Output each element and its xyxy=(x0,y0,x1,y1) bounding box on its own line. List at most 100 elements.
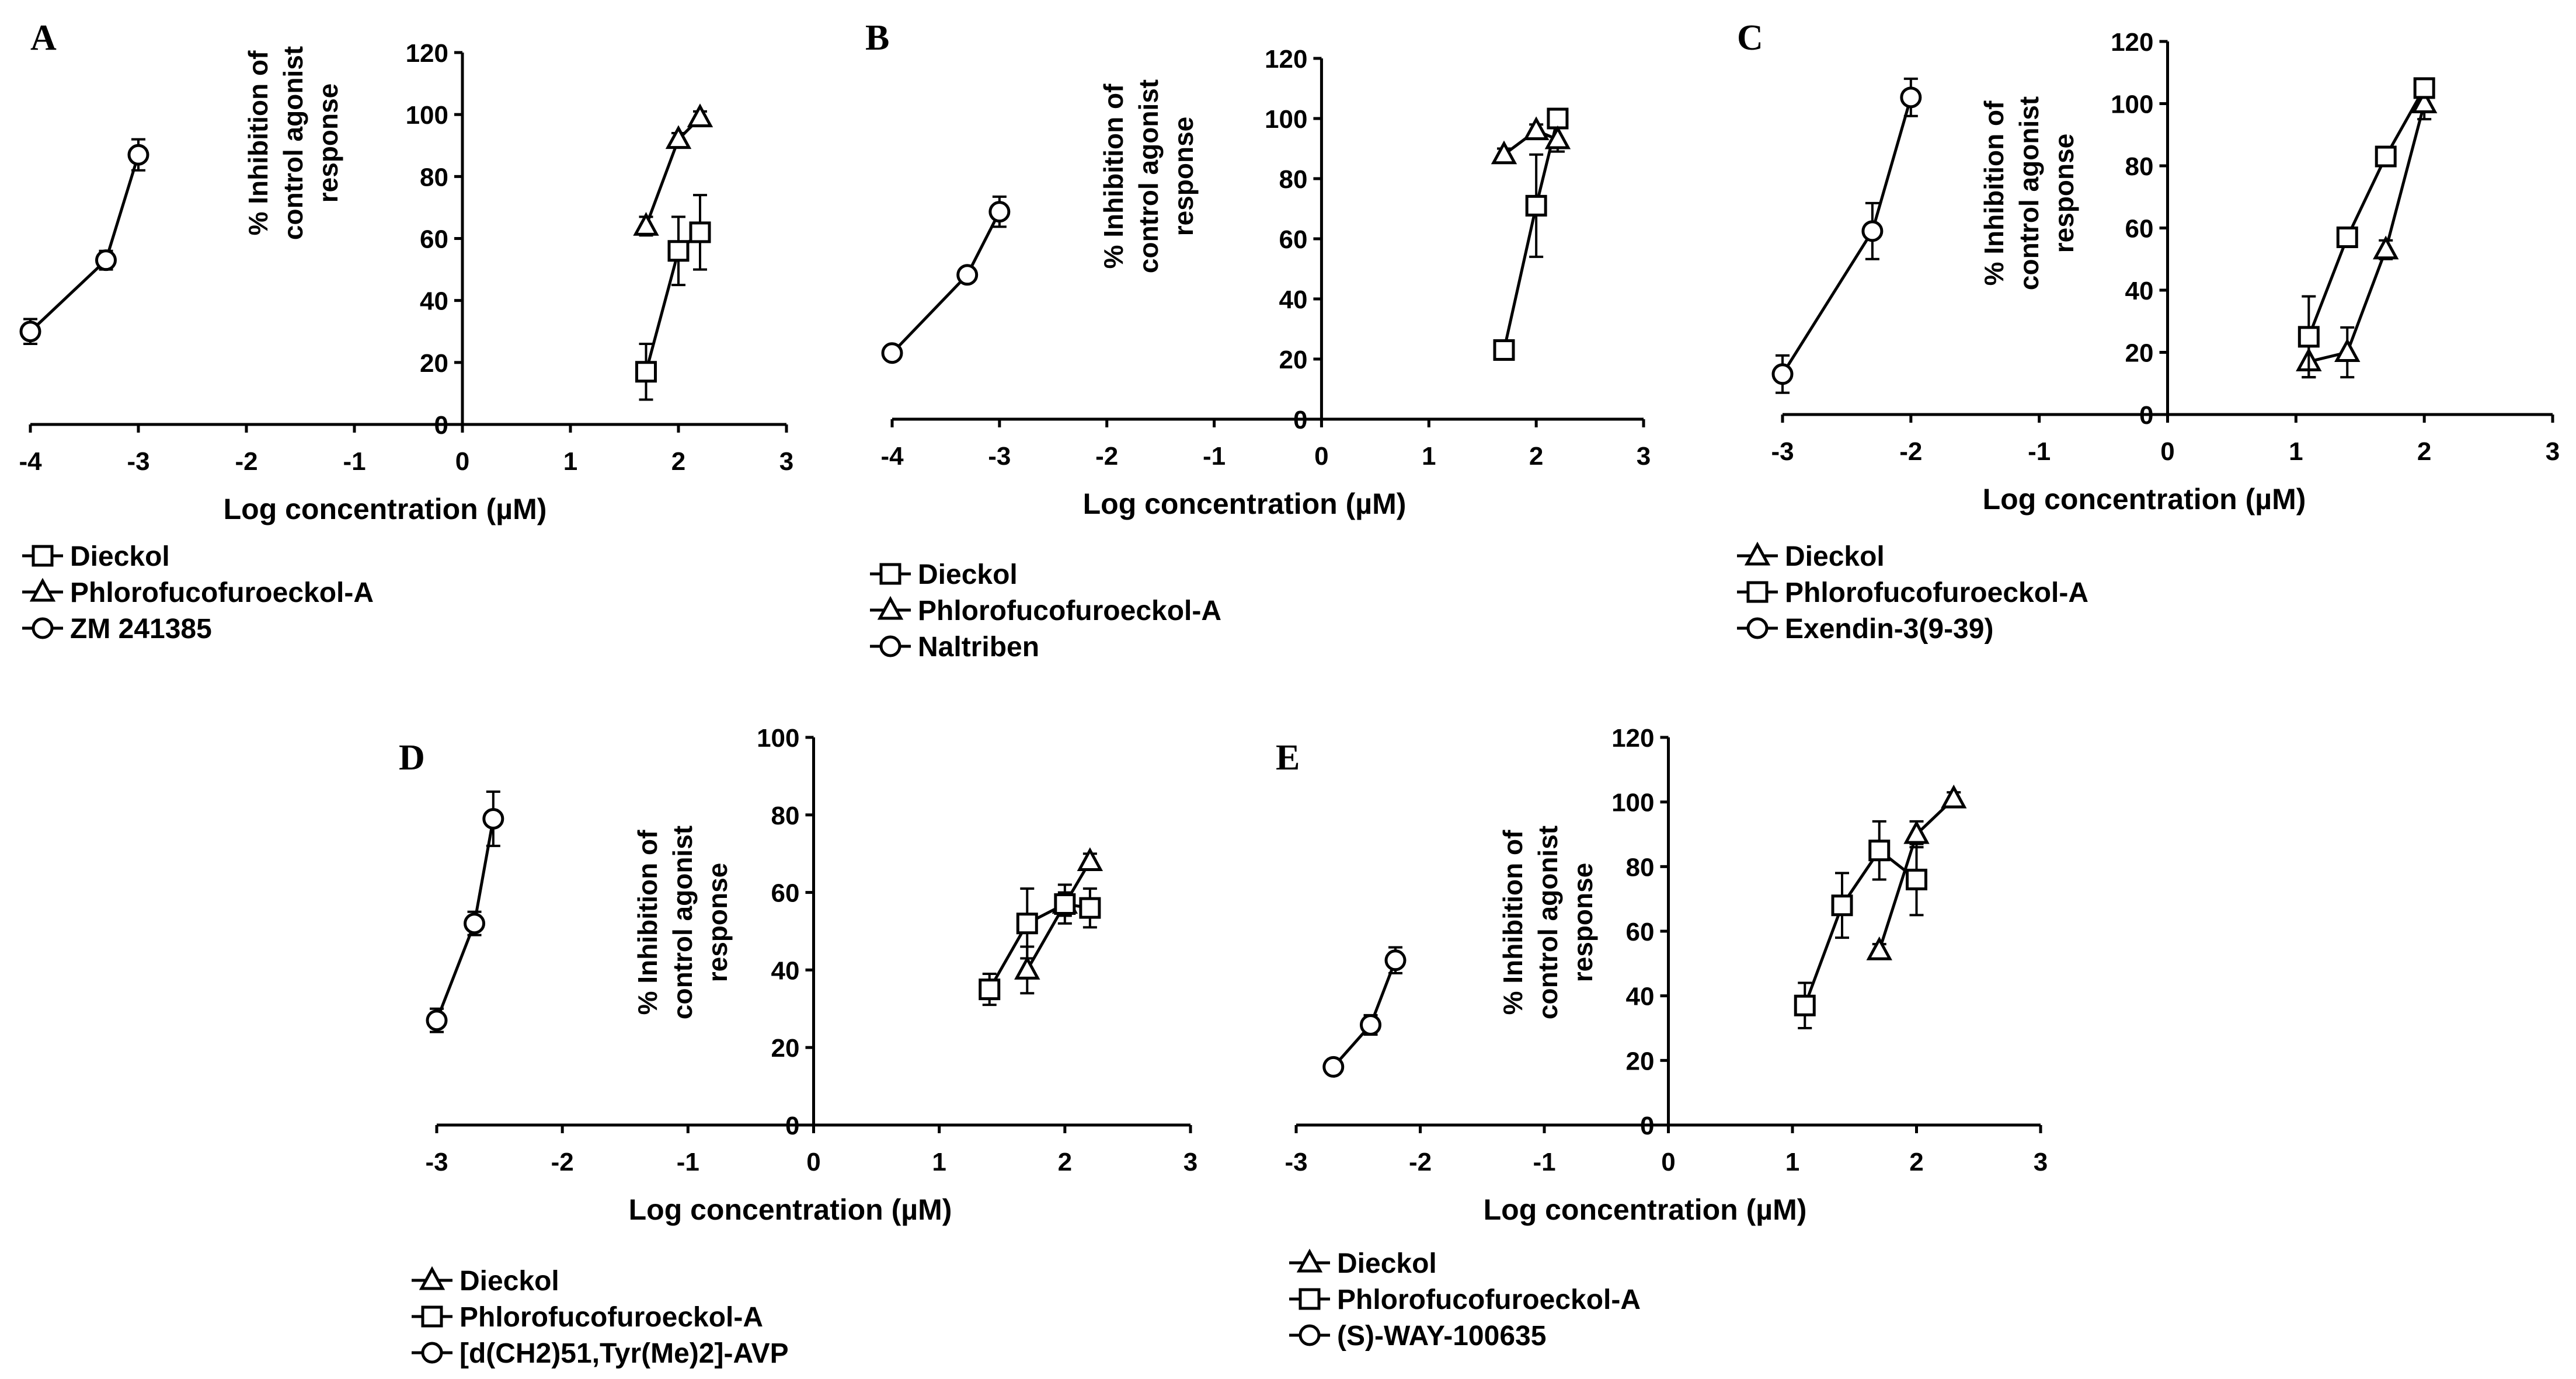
data-point xyxy=(2413,77,2435,99)
series-circle xyxy=(19,138,149,345)
series-triangle xyxy=(633,103,713,237)
y-tick-label: 40 xyxy=(2125,277,2154,305)
legend-entry: Dieckol xyxy=(870,559,1018,590)
legend-entry: Naltriben xyxy=(870,632,1039,663)
y-axis-label: % Inhibition of control agonist response xyxy=(632,826,733,1019)
series-line xyxy=(1332,959,1397,1068)
data-point xyxy=(689,221,711,243)
series-circle xyxy=(1322,946,1407,1078)
y-tick-label: 40 xyxy=(1626,983,1655,1011)
chart-panel-C: C -3 -2 -1 0 1 2 3 Log concentration (µM) 0 20 40 60… xyxy=(1737,18,2560,645)
panel-label: E xyxy=(1276,738,1300,778)
legend-entry: Phlorofucofuroeckol-A xyxy=(870,596,1221,626)
data-point xyxy=(464,913,486,935)
legend-entry: Dieckol xyxy=(412,1266,559,1297)
x-tick-label: 1 xyxy=(2289,437,2303,466)
x-tick-label: -3 xyxy=(127,447,149,476)
legend-label: Phlorofucofuroeckol-A xyxy=(1785,577,2088,608)
series-line xyxy=(1803,848,1918,1007)
x-tick-label: -4 xyxy=(880,442,904,471)
data-point xyxy=(482,807,504,830)
data-point xyxy=(1900,86,1922,109)
x-tick-label: 2 xyxy=(1058,1148,1072,1176)
x-tick-label: -1 xyxy=(1203,442,1226,471)
x-tick-label: 3 xyxy=(779,447,793,476)
y-tick-label: 100 xyxy=(406,101,448,130)
data-point xyxy=(1941,784,1967,809)
legend: Dieckol Phlorofucofuroeckol-A Exendin-3(9-… xyxy=(1737,541,2088,645)
y-tick-label: 80 xyxy=(771,802,800,830)
series-circle xyxy=(1771,77,1922,394)
legend-entry: Dieckol xyxy=(1737,541,1885,572)
series-line xyxy=(29,154,140,333)
y-tick-label: 60 xyxy=(2125,215,2154,243)
data-point xyxy=(1016,913,1038,935)
x-tick-label: -1 xyxy=(343,447,365,476)
y-tick-label: 120 xyxy=(1611,724,1654,753)
data-point xyxy=(633,212,659,236)
data-point xyxy=(1077,847,1103,871)
legend-label: Naltriben xyxy=(918,632,1039,663)
data-point xyxy=(1525,194,1547,217)
legend-entry: Phlorofucofuroeckol-A xyxy=(1737,577,2088,608)
series-line xyxy=(988,902,1091,990)
data-point xyxy=(1014,956,1040,980)
x-tick-label: 0 xyxy=(2160,437,2174,466)
x-axis-label: Log concentration (µM) xyxy=(1484,1193,1807,1226)
series-square xyxy=(1493,107,1569,361)
x-tick-label: 1 xyxy=(1785,1148,1799,1176)
series-circle xyxy=(426,790,504,1033)
x-tick-label: -1 xyxy=(2028,437,2051,466)
legend-label: Exendin-3(9-39) xyxy=(1785,614,1993,645)
y-tick-label: 20 xyxy=(1279,346,1307,374)
series-line xyxy=(891,211,1001,354)
data-point xyxy=(1360,1014,1381,1036)
data-point xyxy=(1903,820,1930,844)
y-tick-label: 80 xyxy=(1626,853,1655,882)
legend: Dieckol Phlorofucofuroeckol-A [d(CH2)51,Ty… xyxy=(412,1266,789,1369)
data-point xyxy=(1868,840,1891,862)
x-tick-label: 1 xyxy=(932,1148,946,1176)
data-point xyxy=(665,125,692,149)
y-tick-label: 0 xyxy=(1640,1112,1654,1140)
legend-entry: Exendin-3(9-39) xyxy=(1737,614,1993,645)
legend-marker xyxy=(421,1342,443,1364)
series-line xyxy=(1781,97,1913,375)
series-square xyxy=(635,194,711,401)
legend-entry: [d(CH2)51,Tyr(Me)2]-AVP xyxy=(412,1338,789,1369)
data-point xyxy=(2334,338,2361,362)
data-point xyxy=(1491,140,1517,165)
series-square xyxy=(979,887,1101,1007)
data-point xyxy=(1544,125,1571,149)
x-tick-label: 0 xyxy=(455,447,469,476)
data-point xyxy=(2373,235,2399,260)
legend-label: Dieckol xyxy=(1337,1248,1437,1279)
legend-label: Phlorofucofuroeckol-A xyxy=(70,577,374,608)
data-point xyxy=(1523,116,1550,141)
y-tick-label: 60 xyxy=(1626,918,1655,946)
series-line xyxy=(2307,87,2426,337)
data-point xyxy=(687,103,713,127)
series-square xyxy=(2297,77,2435,379)
legend-marker xyxy=(421,1305,443,1328)
data-point xyxy=(1861,220,1884,242)
legend-entry: Dieckol xyxy=(22,541,170,572)
legend-marker xyxy=(1744,541,1771,566)
legend: Dieckol Phlorofucofuroeckol-A (S)-WAY-1006… xyxy=(1289,1248,1641,1352)
legend-entry: Phlorofucofuroeckol-A xyxy=(412,1302,763,1333)
chart-panel-E: E -3 -2 -1 0 1 2 3 Log concentration (µM) 0 20 40 60… xyxy=(1276,724,2048,1352)
data-point xyxy=(95,249,117,271)
y-tick-label: 100 xyxy=(1611,789,1654,817)
legend-label: Dieckol xyxy=(70,541,170,572)
legend-marker xyxy=(1299,1288,1321,1310)
series-line xyxy=(1502,118,1559,351)
y-tick-label: 20 xyxy=(420,349,448,378)
x-tick-label: -2 xyxy=(235,447,257,476)
x-tick-label: -2 xyxy=(551,1148,574,1176)
data-point xyxy=(635,361,657,383)
data-point xyxy=(19,321,41,343)
x-tick-label: 3 xyxy=(2546,437,2560,466)
legend-marker xyxy=(877,596,904,620)
legend: Dieckol Phlorofucofuroeckol-A ZM 241385 xyxy=(22,541,374,645)
